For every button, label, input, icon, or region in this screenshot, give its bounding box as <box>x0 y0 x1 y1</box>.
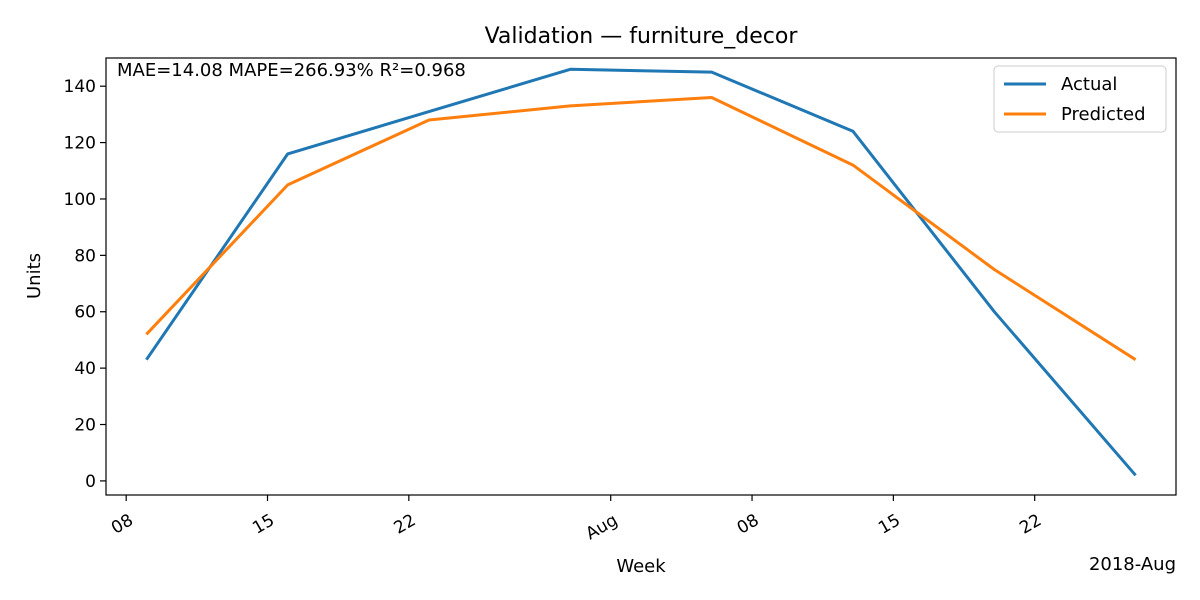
x-tick-label: 08 <box>108 510 137 538</box>
plot-frame <box>105 57 1177 496</box>
metrics-annotation: MAE=14.08 MAPE=266.93% R²=0.968 <box>117 60 466 81</box>
y-tick-label: 140 <box>64 77 96 97</box>
x-axis-label: Week <box>616 556 666 577</box>
y-tick-label: 60 <box>74 303 96 323</box>
y-tick-label: 100 <box>64 190 96 210</box>
y-tick-label: 20 <box>74 416 96 436</box>
x-tick-label: 15 <box>875 510 904 538</box>
tick-layer: 0 20 40 60 80 100 120 140 08 15 22 Aug 08 15 22 <box>64 77 1046 544</box>
chart-title: Validation — furniture_decor <box>485 24 799 49</box>
x-tick-label: 08 <box>734 510 763 538</box>
series-line-actual <box>145 67 1137 477</box>
x-tick-label: 22 <box>1016 510 1045 538</box>
y-axis-label: Units <box>24 253 45 299</box>
y-tick-label: 0 <box>85 472 96 492</box>
series-layer <box>145 67 1137 477</box>
x-tick-label: 22 <box>391 510 420 538</box>
x-tick-label: 15 <box>249 510 278 538</box>
legend: Actual Predicted <box>993 65 1167 133</box>
x-tick-label: Aug <box>582 510 621 544</box>
series-line-predicted <box>145 96 1137 361</box>
y-tick-label: 120 <box>64 134 96 154</box>
y-tick-label: 80 <box>74 246 96 266</box>
y-tick-label: 40 <box>74 359 96 379</box>
legend-label-actual: Actual <box>1061 74 1117 95</box>
legend-label-predicted: Predicted <box>1061 104 1146 125</box>
x-offset-label: 2018-Aug <box>1089 554 1176 575</box>
